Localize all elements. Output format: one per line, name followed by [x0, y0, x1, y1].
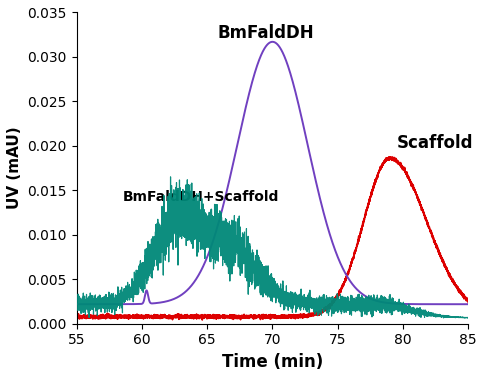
X-axis label: Time (min): Time (min): [222, 353, 323, 371]
Text: Scaffold: Scaffold: [396, 134, 473, 152]
Y-axis label: UV (mAU): UV (mAU): [7, 127, 22, 209]
Text: BmFaldDH: BmFaldDH: [218, 24, 314, 42]
Text: BmFaldDH+Scaffold: BmFaldDH+Scaffold: [122, 190, 279, 204]
